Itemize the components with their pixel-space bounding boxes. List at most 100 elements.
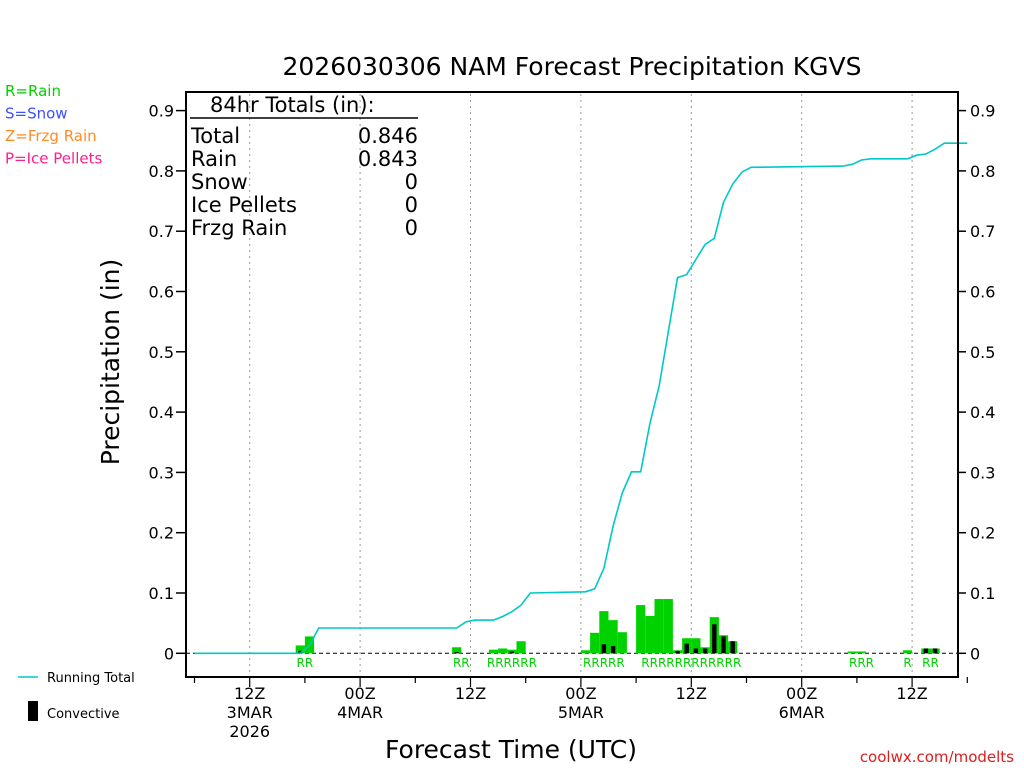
convective-bar [684,643,689,654]
precip-bars [295,599,940,654]
y-tick-label-left: 0.8 [149,162,174,181]
y-tick-label-left: 0.5 [149,343,174,362]
series-legend-label: Convective [47,707,120,722]
x-tick-label: 5MAR [558,703,604,722]
type-legend-item: P=Ice Pellets [5,150,102,168]
convective-bar [712,624,717,654]
totals-label: Snow [191,170,248,194]
y-tick-label-right: 0.7 [970,222,995,241]
precip-type-label: RRR [849,656,874,670]
precip-type-label: RR [922,656,939,670]
x-axis-label: Forecast Time (UTC) [385,735,637,764]
precip-bar [608,620,618,654]
totals-label: Rain [191,147,237,171]
plot-frame [185,91,959,678]
x-tick-label: 00Z [786,684,817,703]
precip-type-label: RRRRR [583,656,625,670]
y-tick-label-right: 0.1 [970,584,995,603]
y-tick-label-left: 0.2 [149,524,174,543]
x-tick-label: 12Z [896,684,927,703]
x-tick-label: 6MAR [779,703,825,722]
y-tick-label-left: 0.6 [149,283,174,302]
running-total-line [194,142,968,655]
precip-bar [645,615,655,654]
x-tick-label: 3MAR [227,703,273,722]
y-axis-left: 0 0.1 0.2 0.3 0.4 0.5 0.6 0.7 0.8 0.9 [149,102,186,663]
precip-type-label: R [903,656,911,670]
y-axis-right: 0 0.1 0.2 0.3 0.4 0.5 0.6 0.7 0.8 0.9 [958,102,995,663]
precip-type-labels: RR RR RRRRRR RRRRR RRRRRRRRRRRR RRR R RR [297,656,939,670]
type-legend-item: Z=Frzg Rain [5,127,97,145]
precip-bar [847,651,857,654]
y-tick-label-right: 0.6 [970,283,995,302]
totals-label: Total [190,124,240,148]
x-tick-label: 12Z [234,684,265,703]
y-tick-label-right: 0 [970,644,980,663]
series-legend-label: Running Total [47,671,135,686]
totals-value: 0 [405,193,418,217]
convective-bar [509,651,515,654]
convective-bar [675,650,680,654]
y-tick-label-left: 0.7 [149,222,174,241]
convective-bar [454,652,459,654]
precip-bar [663,599,673,654]
precip-bar [691,638,701,654]
precip-bar [590,632,600,654]
x-tick-label: 12Z [676,684,707,703]
y-tick-label-right: 0.8 [970,162,995,181]
y-tick-label-left: 0.1 [149,584,174,603]
precip-bar [654,599,664,654]
y-tick-label-right: 0.3 [970,463,995,482]
y-tick-label-left: 0.9 [149,102,174,121]
precip-type-label: RRRRRRRRRRRR [641,656,741,670]
grid-lines [249,94,913,675]
chart-title: 2026030306 NAM Forecast Precipitation KG… [282,52,861,81]
precip-type-label: RR [297,656,314,670]
x-tick-label: 4MAR [337,703,383,722]
convective-bars [298,624,938,654]
convective-bar [932,648,938,654]
type-legend-item: R=Rain [5,82,61,100]
precip-bar [856,651,867,654]
convective-bar [693,648,699,654]
totals-value: 0 [405,216,418,240]
y-tick-label-right: 0.4 [970,403,995,422]
totals-label: Ice Pellets [191,193,297,217]
convective-bar [298,650,303,654]
precip-bar [580,650,591,654]
y-axis-label: Precipitation (in) [96,259,125,466]
precip-bar [498,648,508,654]
convective-bar [702,648,708,654]
totals-value: 0.846 [358,124,418,148]
convective-bar [730,641,735,654]
totals-header: 84hr Totals (in): [210,93,375,117]
precip-type-legend: R=Rain S=Snow Z=Frzg Rain P=Ice Pellets [5,82,102,168]
x-tick-label: 00Z [565,684,596,703]
precip-bar [902,650,913,654]
x-tick-label: 2026 [229,722,270,741]
y-tick-label-right: 0.9 [970,102,995,121]
x-tick-label: 00Z [344,684,375,703]
convective-swatch [28,701,38,721]
totals-value: 0.843 [358,147,418,171]
precip-type-label: RRRRRR [487,656,537,670]
y-tick-label-left: 0.4 [149,403,174,422]
precip-bar [488,649,499,654]
totals-label: Frzg Rain [191,216,287,240]
precip-bar [507,649,517,654]
totals-value: 0 [405,170,418,194]
y-tick-label-right: 0.5 [970,343,995,362]
precip-bar [617,632,627,654]
convective-bar [721,636,726,654]
precip-bar [599,611,609,654]
precip-bar [452,647,462,654]
convective-bar [923,648,929,654]
precip-bar [636,605,646,654]
series-legend: Running Total Convective [18,671,135,722]
y-tick-label-left: 0 [164,644,174,663]
y-tick-label-right: 0.2 [970,524,995,543]
totals-box: 84hr Totals (in): Total 0.846 Rain 0.843 Sno… [190,93,418,240]
precip-bar [516,641,526,654]
precip-bar [295,645,305,654]
